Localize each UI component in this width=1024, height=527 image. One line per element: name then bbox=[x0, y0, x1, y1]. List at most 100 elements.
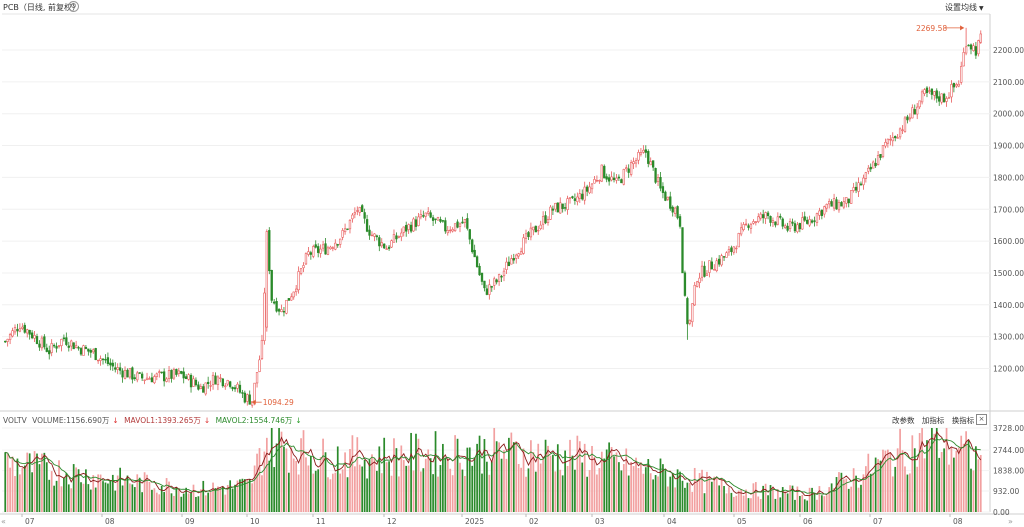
volume-bar bbox=[544, 439, 547, 512]
candle-body bbox=[776, 216, 779, 225]
candle-body bbox=[43, 336, 46, 348]
price-tick-label: 1200.00 bbox=[993, 365, 1024, 374]
volume-bar bbox=[596, 474, 598, 512]
volume-bar bbox=[146, 474, 148, 512]
candle-body bbox=[346, 228, 349, 230]
volume-bar bbox=[67, 484, 70, 512]
candle-body bbox=[297, 271, 300, 291]
volume-bar bbox=[23, 465, 26, 512]
volume-bar bbox=[921, 428, 923, 512]
candle-body bbox=[309, 252, 313, 255]
candle-body bbox=[942, 93, 946, 103]
candle-body bbox=[485, 288, 489, 295]
candle-body bbox=[519, 251, 523, 255]
volume-bar bbox=[909, 473, 911, 512]
volume-bar bbox=[806, 500, 809, 512]
candle-body bbox=[99, 358, 102, 361]
volume-bar bbox=[882, 449, 884, 512]
candle-body bbox=[26, 329, 29, 334]
candle-body bbox=[329, 246, 332, 250]
volume-bar bbox=[187, 493, 190, 512]
candle-body bbox=[762, 214, 765, 219]
candle-body bbox=[148, 378, 151, 380]
candle-body bbox=[229, 381, 232, 387]
candle-body bbox=[319, 248, 322, 254]
time-tick-label: 09 bbox=[185, 517, 195, 526]
candle-body bbox=[947, 97, 951, 99]
volume-bar bbox=[424, 458, 427, 512]
chevron-down-icon: ▼ bbox=[979, 5, 984, 12]
candle-body bbox=[155, 373, 158, 377]
volume-bar bbox=[701, 469, 703, 512]
candle-body bbox=[600, 164, 603, 182]
candle-body bbox=[529, 227, 533, 238]
volume-bar bbox=[75, 467, 77, 512]
volume-bar bbox=[684, 487, 686, 512]
volume-bar bbox=[290, 447, 293, 512]
volume-bar bbox=[317, 469, 320, 512]
volume-bar bbox=[759, 499, 762, 512]
volume-bar bbox=[45, 462, 48, 512]
time-tick-label: 06 bbox=[803, 517, 813, 526]
volume-bar bbox=[723, 486, 725, 512]
volume-bar bbox=[852, 468, 855, 512]
volume-bar bbox=[659, 458, 662, 512]
add-indicator-button[interactable]: 加指标 bbox=[921, 416, 945, 425]
candle-body bbox=[270, 269, 273, 301]
volume-bar bbox=[593, 457, 596, 512]
volume-bar bbox=[679, 471, 681, 512]
edit-params-button[interactable]: 改参数 bbox=[892, 416, 915, 425]
volume-bar bbox=[830, 483, 833, 512]
volume-bar bbox=[850, 486, 853, 512]
candle-body bbox=[368, 229, 371, 236]
candle-body bbox=[705, 273, 709, 276]
candle-body bbox=[356, 210, 359, 212]
max-price-label: 2269.58 bbox=[916, 24, 947, 33]
set-ma-button[interactable]: 设置均线 ▼ bbox=[945, 3, 984, 12]
candle-body bbox=[647, 151, 650, 164]
volume-bar bbox=[794, 499, 796, 512]
volume-bar bbox=[312, 473, 315, 512]
volume-bar bbox=[314, 470, 317, 512]
volume-bar bbox=[356, 437, 359, 512]
volume-bar bbox=[410, 432, 412, 512]
volume-bar bbox=[449, 468, 452, 512]
volume-bar bbox=[962, 443, 965, 512]
gear-icon[interactable]: ⚙ bbox=[68, 1, 79, 12]
volume-axis: 3728.00 2744.00 1838.00 932.00 0.00 bbox=[993, 424, 1024, 517]
volume-bar bbox=[58, 460, 60, 512]
candle-body bbox=[852, 187, 855, 191]
candle-body bbox=[952, 83, 956, 88]
candle-body bbox=[184, 376, 188, 379]
volume-bar bbox=[840, 472, 843, 512]
candle-body bbox=[427, 211, 430, 214]
volume-bar bbox=[131, 484, 134, 512]
candle-body bbox=[361, 205, 364, 212]
volume-bar bbox=[405, 465, 408, 512]
candle-body bbox=[801, 217, 804, 230]
candle-body bbox=[771, 220, 775, 223]
candle-body bbox=[744, 223, 748, 226]
volume-bar bbox=[940, 451, 943, 512]
switch-indicator-button[interactable]: 换指标 bbox=[951, 416, 975, 425]
candle-body bbox=[607, 177, 611, 182]
candle-body bbox=[950, 84, 953, 98]
candle-body bbox=[268, 230, 271, 272]
candle-body bbox=[312, 246, 315, 257]
volume-bar bbox=[319, 457, 322, 512]
close-icon[interactable]: × bbox=[976, 414, 987, 425]
candle-body bbox=[143, 379, 146, 381]
volume-bar bbox=[772, 486, 774, 512]
candle-body bbox=[605, 176, 608, 180]
candle-body bbox=[167, 370, 171, 379]
volume-indicator-name: VOLTV bbox=[3, 416, 27, 425]
candle-body bbox=[886, 138, 890, 144]
candle-body bbox=[595, 179, 599, 182]
volume-bar bbox=[468, 447, 471, 512]
volume-bar bbox=[865, 466, 867, 512]
volume-bar bbox=[124, 480, 126, 512]
volume-bar bbox=[669, 476, 672, 512]
time-tick-label: 03 bbox=[595, 517, 605, 526]
candle-body bbox=[522, 237, 525, 254]
